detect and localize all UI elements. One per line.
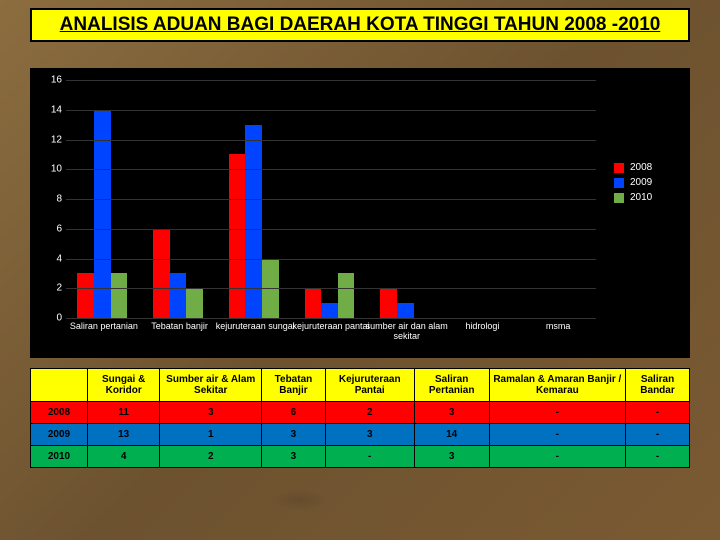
x-label: hidrologi [440,322,526,332]
bar-2008 [229,154,246,318]
legend-label: 2010 [630,192,652,203]
grid-line [66,288,596,289]
grid-line [66,80,596,81]
plot-area: 0246810121416 [66,80,596,318]
table-header-cell: Saliran Pertanian [414,369,489,402]
bar-2008 [380,288,397,318]
grid-line [66,140,596,141]
table-cell: 14 [414,424,489,446]
table-header-cell: Ramalan & Amaran Banjir / Kemarau [489,369,625,402]
y-tick: 2 [44,283,62,294]
legend-item: 2009 [614,177,684,188]
legend-label: 2008 [630,162,652,173]
y-tick: 16 [44,75,62,86]
table-cell: - [489,446,625,468]
table-cell: 13 [88,424,160,446]
legend-item: 2010 [614,192,684,203]
x-label: Saliran pertanian [61,322,147,332]
bar-2008 [153,229,170,318]
table-header-cell [31,369,88,402]
y-tick: 14 [44,104,62,115]
table-body: 2008113623--20091313314--2010423-3-- [31,402,690,468]
table-cell: 2 [160,446,262,468]
x-label: Tebatan banjir [137,322,223,332]
data-table: Sungai & KoridorSumber air & Alam Sekita… [30,368,690,468]
y-tick: 8 [44,194,62,205]
grid-line [66,169,596,170]
table-cell: 3 [325,424,414,446]
bar-2009 [170,273,187,318]
table-cell: 3 [414,446,489,468]
row-year: 2010 [31,446,88,468]
grid-line [66,199,596,200]
bar-2010 [338,273,355,318]
y-tick: 6 [44,223,62,234]
grid-line [66,110,596,111]
title-box: ANALISIS ADUAN BAGI DAERAH KOTA TINGGI T… [30,8,690,42]
y-tick: 10 [44,164,62,175]
legend-item: 2008 [614,162,684,173]
y-tick: 0 [44,313,62,324]
x-label: kejuruteraan sungai [212,322,298,332]
x-axis-labels: Saliran pertanianTebatan banjirkejuruter… [66,322,596,354]
row-year: 2009 [31,424,88,446]
table-cell: - [489,402,625,424]
y-tick: 4 [44,253,62,264]
table-header-cell: Tebatan Banjir [262,369,326,402]
table-header-cell: Sungai & Koridor [88,369,160,402]
table-cell: - [626,446,690,468]
table-cell: 3 [262,446,326,468]
table-header-cell: Saliran Bandar [626,369,690,402]
x-label: kejuruteraan pantai [288,322,374,332]
table-header-cell: Sumber air & Alam Sekitar [160,369,262,402]
table-row: 20091313314-- [31,424,690,446]
legend-swatch [614,163,624,173]
bar-2009 [397,303,414,318]
table-cell: 2 [325,402,414,424]
y-tick: 12 [44,134,62,145]
bar-2008 [305,288,322,318]
table-row: 2010423-3-- [31,446,690,468]
table-cell: - [325,446,414,468]
bar-2008 [77,273,94,318]
grid-line [66,318,596,319]
legend-swatch [614,178,624,188]
legend-label: 2009 [630,177,652,188]
x-label: sumber air dan alam sekitar [364,322,450,342]
bar-2009 [94,110,111,318]
table-cell: - [489,424,625,446]
table-cell: 3 [414,402,489,424]
table-header-row: Sungai & KoridorSumber air & Alam Sekita… [31,369,690,402]
row-year: 2008 [31,402,88,424]
x-label: msma [515,322,601,332]
table-cell: 6 [262,402,326,424]
bar-2010 [111,273,128,318]
table-cell: 3 [160,402,262,424]
table-cell: 3 [262,424,326,446]
grid-line [66,259,596,260]
table-cell: 4 [88,446,160,468]
bar-chart: 0246810121416 Saliran pertanianTebatan b… [30,68,690,358]
bar-2010 [186,288,203,318]
bar-2009 [321,303,338,318]
table-header-cell: Kejuruteraan Pantai [325,369,414,402]
legend-swatch [614,193,624,203]
table-row: 2008113623-- [31,402,690,424]
page-title: ANALISIS ADUAN BAGI DAERAH KOTA TINGGI T… [32,14,688,36]
table-cell: - [626,424,690,446]
table-cell: 11 [88,402,160,424]
legend: 2008 2009 2010 [614,158,684,207]
table-cell: 1 [160,424,262,446]
table-cell: - [626,402,690,424]
grid-line [66,229,596,230]
